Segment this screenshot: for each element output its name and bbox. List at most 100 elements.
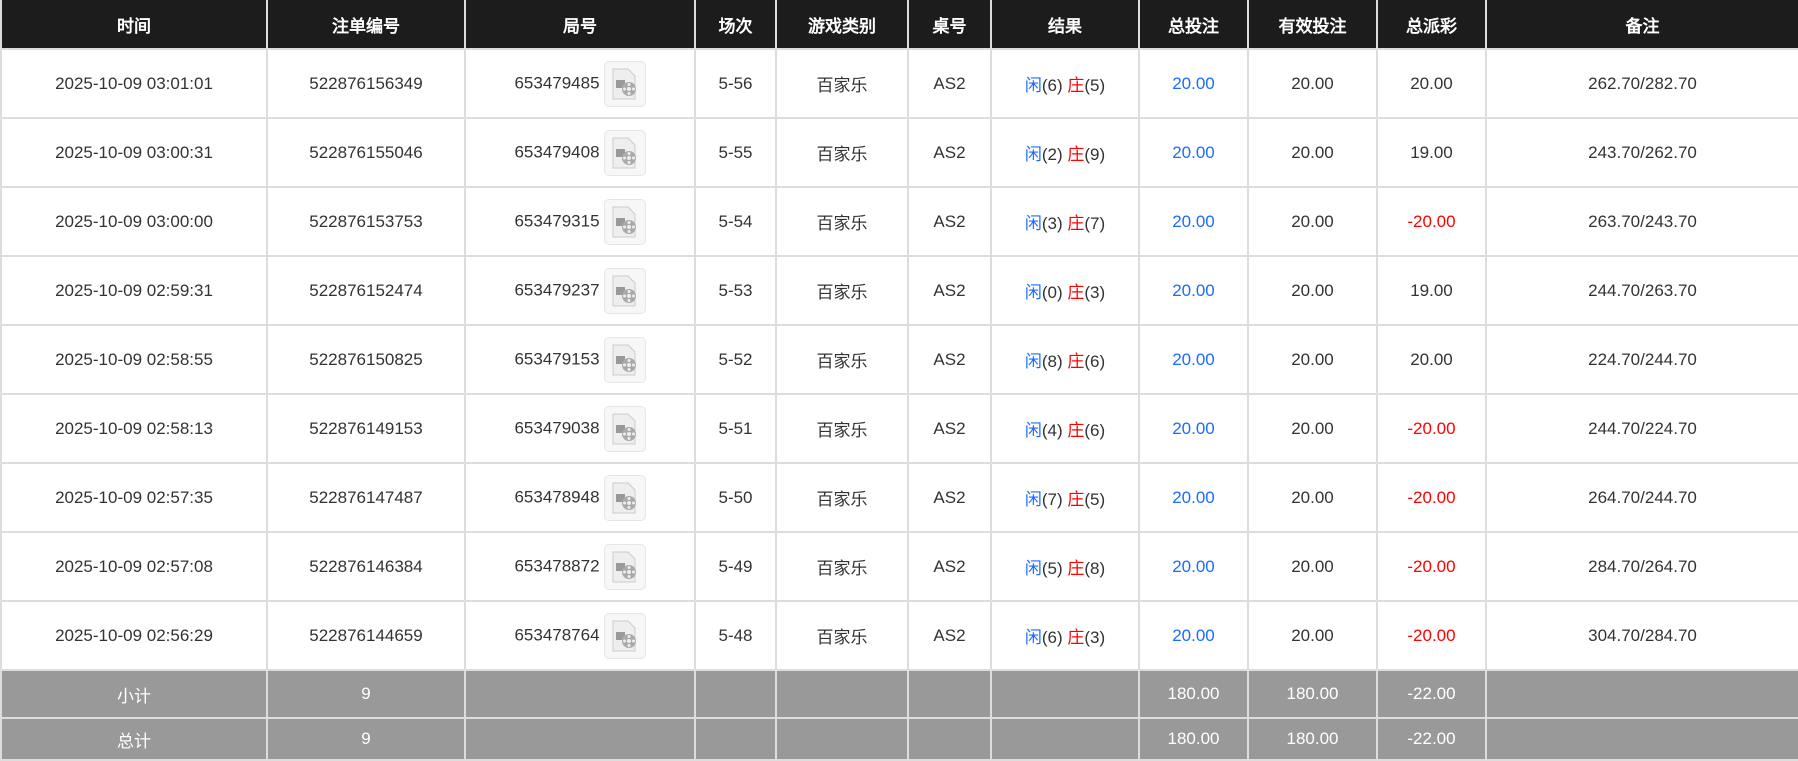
- round-number: 653479237: [514, 279, 600, 299]
- time-cell: 2025-10-09 02:59:31: [0, 255, 268, 326]
- banker-points: (8): [1084, 559, 1106, 578]
- video-file-icon[interactable]: [603, 543, 646, 590]
- total-row: 总计 9 180.00 180.00 -22.00: [0, 717, 1798, 761]
- subtotal-row: 小计 9 180.00 180.00 -22.00: [0, 669, 1798, 719]
- table-no-cell: AS2: [907, 462, 992, 533]
- banker-label: 庄: [1067, 145, 1085, 164]
- total-bet-cell: 20.00: [1138, 255, 1249, 326]
- round-cell: 653479408: [464, 117, 696, 188]
- valid-bet-cell: 20.00: [1247, 117, 1378, 188]
- player-points: (5): [1041, 559, 1063, 578]
- total-count: 9: [266, 717, 466, 761]
- empty-cell: [990, 669, 1140, 719]
- table-row: 2025-10-09 03:00:31 522876155046 6534794…: [0, 117, 1798, 188]
- payout-cell: -20.00: [1376, 393, 1487, 464]
- total-bet-cell: 20.00: [1138, 117, 1249, 188]
- result-cell: 闲(6) 庄(5): [990, 48, 1140, 119]
- table-no-cell: AS2: [907, 324, 992, 395]
- bet-id-cell: 522876144659: [266, 600, 466, 671]
- valid-bet-cell: 20.00: [1247, 531, 1378, 602]
- payout-cell: -20.00: [1376, 462, 1487, 533]
- result-cell: 闲(0) 庄(3): [990, 255, 1140, 326]
- game-type-cell: 百家乐: [775, 531, 909, 602]
- header-valid-bet[interactable]: 有效投注: [1247, 0, 1378, 50]
- game-type-cell: 百家乐: [775, 117, 909, 188]
- player-points: (8): [1041, 352, 1063, 371]
- table-no-cell: AS2: [907, 600, 992, 671]
- banker-points: (9): [1084, 145, 1106, 164]
- total-bet-cell: 20.00: [1138, 531, 1249, 602]
- video-file-icon[interactable]: [603, 336, 646, 383]
- subtotal-valid-bet: 180.00: [1247, 669, 1378, 719]
- empty-cell: [694, 717, 777, 761]
- time-cell: 2025-10-09 03:01:01: [0, 48, 268, 119]
- payout-cell: 20.00: [1376, 324, 1487, 395]
- banker-label: 庄: [1067, 283, 1085, 302]
- total-bet-cell: 20.00: [1138, 186, 1249, 257]
- round-cell: 653479485: [464, 48, 696, 119]
- valid-bet-cell: 20.00: [1247, 324, 1378, 395]
- header-game-type[interactable]: 游戏类别: [775, 0, 909, 50]
- player-points: (0): [1041, 283, 1063, 302]
- game-type-cell: 百家乐: [775, 600, 909, 671]
- empty-cell: [775, 669, 909, 719]
- header-bet-id[interactable]: 注单编号: [266, 0, 466, 50]
- bet-id-cell: 522876149153: [266, 393, 466, 464]
- note-cell: 244.70/263.70: [1485, 255, 1798, 326]
- payout-cell: -20.00: [1376, 600, 1487, 671]
- note-cell: 243.70/262.70: [1485, 117, 1798, 188]
- video-file-icon[interactable]: [603, 267, 646, 314]
- video-file-icon[interactable]: [603, 129, 646, 176]
- note-cell: 244.70/224.70: [1485, 393, 1798, 464]
- table-no-cell: AS2: [907, 186, 992, 257]
- banker-points: (7): [1084, 214, 1106, 233]
- banker-label: 庄: [1067, 421, 1085, 440]
- valid-bet-cell: 20.00: [1247, 462, 1378, 533]
- note-cell: 263.70/243.70: [1485, 186, 1798, 257]
- result-cell: 闲(6) 庄(3): [990, 600, 1140, 671]
- header-shoe[interactable]: 场次: [694, 0, 777, 50]
- banker-points: (5): [1084, 76, 1106, 95]
- video-file-icon[interactable]: [603, 198, 646, 245]
- shoe-cell: 5-53: [694, 255, 777, 326]
- banker-points: (3): [1084, 628, 1106, 647]
- subtotal-label: 小计: [0, 669, 268, 719]
- header-round[interactable]: 局号: [464, 0, 696, 50]
- header-note[interactable]: 备注: [1485, 0, 1798, 50]
- player-label: 闲: [1024, 283, 1042, 302]
- header-total-bet[interactable]: 总投注: [1138, 0, 1249, 50]
- header-payout[interactable]: 总派彩: [1376, 0, 1487, 50]
- game-type-cell: 百家乐: [775, 462, 909, 533]
- shoe-cell: 5-50: [694, 462, 777, 533]
- shoe-cell: 5-54: [694, 186, 777, 257]
- player-label: 闲: [1024, 421, 1042, 440]
- total-bet-cell: 20.00: [1138, 48, 1249, 119]
- header-result[interactable]: 结果: [990, 0, 1140, 50]
- game-type-cell: 百家乐: [775, 255, 909, 326]
- video-file-icon[interactable]: [603, 612, 646, 659]
- valid-bet-cell: 20.00: [1247, 600, 1378, 671]
- round-number: 653478872: [514, 555, 600, 575]
- header-table-no[interactable]: 桌号: [907, 0, 992, 50]
- player-points: (3): [1041, 214, 1063, 233]
- total-total-bet: 180.00: [1138, 717, 1249, 761]
- video-file-icon[interactable]: [603, 474, 646, 521]
- table-no-cell: AS2: [907, 48, 992, 119]
- round-number: 653479408: [514, 141, 600, 161]
- round-number: 653478948: [514, 486, 600, 506]
- payout-cell: -20.00: [1376, 531, 1487, 602]
- round-number: 653479038: [514, 417, 600, 437]
- result-cell: 闲(7) 庄(5): [990, 462, 1140, 533]
- subtotal-count: 9: [266, 669, 466, 719]
- empty-cell: [464, 669, 696, 719]
- banker-label: 庄: [1067, 214, 1085, 233]
- video-file-icon[interactable]: [603, 60, 646, 107]
- header-time[interactable]: 时间: [0, 0, 268, 50]
- video-file-icon[interactable]: [603, 405, 646, 452]
- banker-points: (5): [1084, 490, 1106, 509]
- time-cell: 2025-10-09 03:00:00: [0, 186, 268, 257]
- round-number: 653478764: [514, 624, 600, 644]
- empty-cell: [694, 669, 777, 719]
- player-label: 闲: [1024, 214, 1042, 233]
